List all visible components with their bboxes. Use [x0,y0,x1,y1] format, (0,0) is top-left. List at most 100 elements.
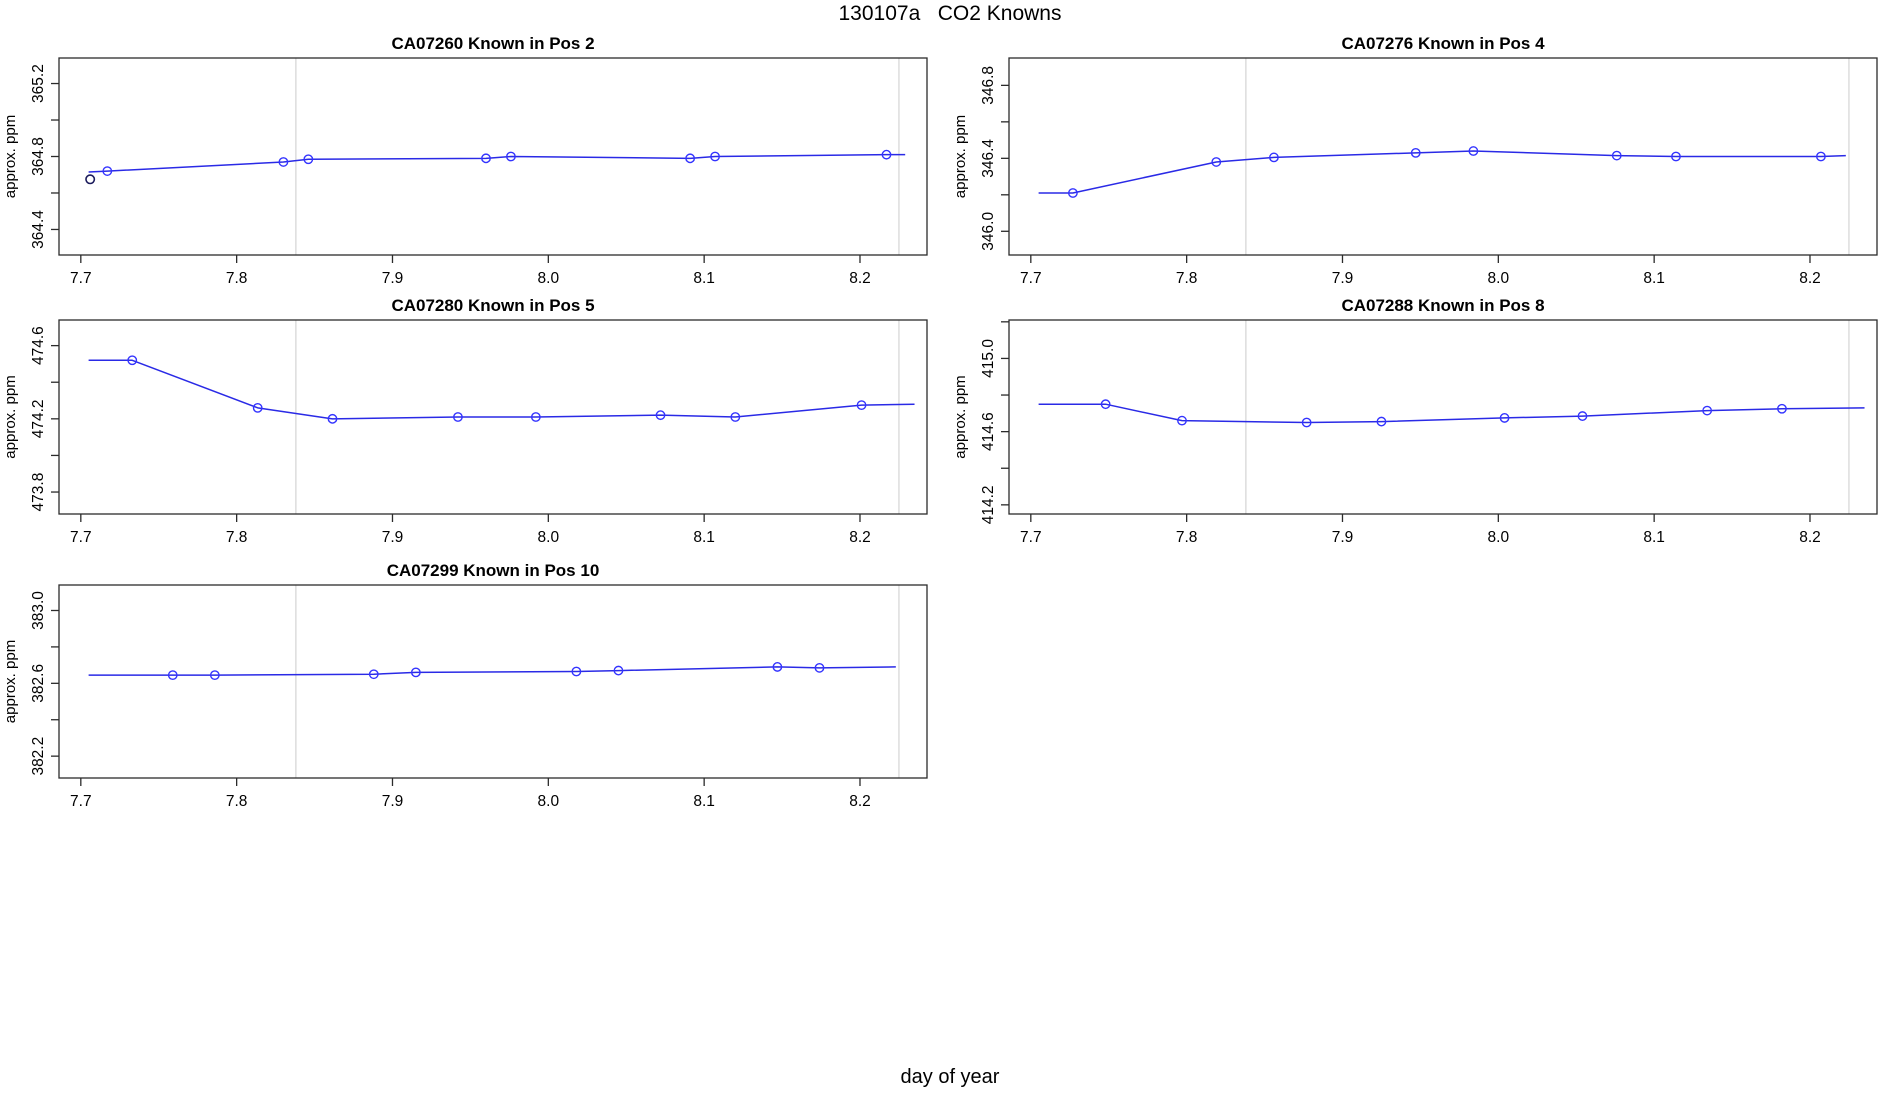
x-tick-label: 8.0 [1488,270,1510,287]
y-axis-label: approx. ppm [952,375,969,458]
y-tick-label: 474.6 [30,326,47,365]
x-tick-label: 7.7 [70,793,92,810]
data-point-marker [1499,413,1510,423]
x-tick-label: 7.8 [226,529,248,546]
subplot-title: CA07260 Known in Pos 2 [391,34,594,53]
data-point-marker [1468,146,1479,156]
y-tick-label: 382.2 [30,737,47,776]
y-tick-label: 474.2 [30,399,47,438]
subplot-title: CA07276 Known in Pos 4 [1341,34,1545,53]
x-tick-label: 8.1 [693,270,715,287]
data-point-marker [1269,152,1279,163]
y-tick-label: 414.6 [980,412,997,451]
data-point-marker [613,665,624,676]
x-tick-label: 7.9 [1332,270,1354,287]
data-point-marker [571,666,582,677]
y-tick-label: 364.4 [30,210,47,249]
x-tick-label: 7.9 [1332,529,1354,546]
figure-title: 130107a CO2 Knowns [838,2,1062,25]
y-axis-label: approx. ppm [952,115,969,198]
subplot-title: CA07299 Known in Pos 10 [387,561,600,580]
subplot-title: CA07280 Known in Pos 5 [391,296,594,315]
x-tick-label: 7.9 [382,270,404,287]
x-tick-label: 8.1 [1643,529,1665,546]
data-point-marker [814,662,825,673]
y-tick-label: 364.8 [30,137,47,176]
data-line [1038,150,1846,194]
x-tick-label: 7.8 [1176,529,1198,546]
plot-box [58,319,928,515]
data-point-marker [481,153,491,164]
data-point-marker [127,355,138,366]
y-tick-label: 383.0 [30,591,47,630]
x-tick-label: 7.8 [226,270,248,287]
subplot-title: CA07288 Known in Pos 8 [1341,296,1544,315]
data-point-marker [1100,399,1111,410]
y-tick-label: 346.4 [980,139,997,178]
x-tick-label: 7.9 [382,529,404,546]
plot-box [1008,319,1878,515]
x-tick-label: 8.2 [849,270,871,287]
x-tick-label: 7.7 [70,270,92,287]
data-line [88,666,896,676]
data-line [1038,403,1865,424]
data-point-marker [1177,415,1187,426]
x-tick-label: 8.2 [849,529,871,546]
x-tick-label: 7.8 [1176,270,1198,287]
x-tick-label: 7.7 [1020,529,1042,546]
y-tick-label: 473.8 [30,473,47,512]
y-tick-label: 415.0 [980,339,997,378]
data-point-marker [655,410,666,421]
x-tick-label: 7.7 [70,529,92,546]
y-tick-label: 414.2 [980,485,997,524]
x-tick-label: 7.7 [1020,270,1042,287]
x-tick-label: 8.1 [1643,270,1665,287]
y-tick-label: 346.0 [980,212,997,251]
data-point-marker [167,670,178,681]
x-tick-label: 8.0 [538,270,560,287]
data-point-marker [530,412,541,422]
y-tick-label: 365.2 [30,64,47,103]
data-point-marker [710,151,720,162]
data-point-marker [1577,411,1588,421]
x-tick-label: 8.1 [693,529,715,546]
x-tick-label: 8.0 [538,793,560,810]
x-tick-label: 8.0 [1488,529,1510,546]
data-point-marker [1067,188,1078,198]
x-axis-label: day of year [900,1066,1000,1088]
data-point-marker [1815,151,1826,162]
y-tick-label: 382.6 [30,664,47,703]
data-point-marker [1410,147,1421,158]
data-point-marker [730,412,741,422]
data-point-marker [209,670,220,681]
plot-box [58,584,928,779]
data-point-marker [252,402,263,413]
x-tick-label: 8.2 [849,793,871,810]
x-tick-label: 8.0 [538,529,560,546]
data-point-marker [1376,416,1387,427]
data-point-marker [881,149,892,160]
data-point-marker [278,157,289,167]
data-point-marker [327,413,338,424]
plot-box [1008,57,1878,256]
data-point-marker [772,662,783,672]
x-tick-label: 7.9 [382,793,404,810]
y-axis-label: approx. ppm [2,640,19,723]
x-tick-label: 8.1 [693,793,715,810]
data-line [88,153,906,173]
y-axis-label: approx. ppm [2,375,19,458]
plot-box [58,57,928,256]
data-point-marker [1611,150,1622,161]
data-point-marker [453,412,463,422]
data-point-marker [1211,157,1222,167]
y-tick-label: 346.8 [980,66,997,105]
data-point-marker [410,667,421,678]
data-point-marker [303,154,314,165]
data-point-marker [1671,151,1681,162]
data-point-marker [368,669,379,680]
data-line [88,359,915,420]
x-tick-label: 8.2 [1799,270,1821,287]
data-point-marker [1301,417,1312,428]
